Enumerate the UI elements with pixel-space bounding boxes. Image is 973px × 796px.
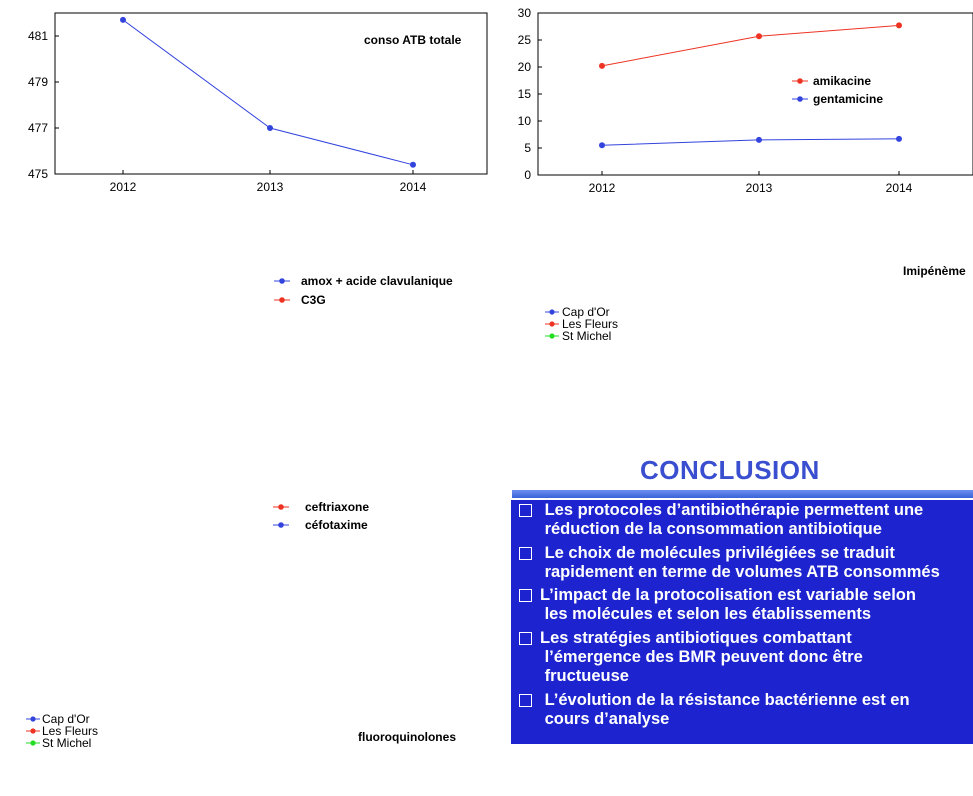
legend-label-ceftriaxone: ceftriaxone — [305, 500, 369, 514]
data-point — [120, 16, 126, 23]
conclusion-divider — [512, 490, 973, 498]
conclusion-panel: Les protocoles d’antibiothérapie permett… — [511, 500, 973, 744]
legend: amox + acide clavulanique C3G — [274, 274, 453, 307]
legend-label-les-fleurs: Les Fleurs — [42, 724, 98, 738]
data-point — [756, 136, 762, 143]
plot-frame — [54, 12, 488, 175]
legend-label-cefotaxime: céfotaxime — [305, 518, 368, 532]
conclusion-bullet: Les protocoles d’antibiothérapie permett… — [517, 501, 973, 540]
plot-area: 475 477 479 481 2012 2013 2014 — [28, 12, 488, 194]
data-point — [896, 22, 902, 29]
y-tick-label: 30 — [518, 6, 532, 20]
y-tick-label: 5 — [524, 141, 531, 155]
y-tick-label: 15 — [518, 87, 532, 101]
legend: ceftriaxone céfotaxime — [273, 500, 369, 532]
x-tick-label: 2014 — [400, 180, 427, 194]
checkbox-bullet-icon — [519, 504, 532, 517]
y-tick-label: 10 — [518, 114, 532, 128]
legend: Cap d'Or Les Fleurs St Michel — [26, 712, 98, 750]
x-tick-label: 2012 — [589, 181, 616, 195]
annotation-fluoroquinolones: fluoroquinolones — [358, 730, 456, 744]
x-tick-label: 2013 — [257, 180, 284, 194]
data-point — [599, 62, 605, 69]
legend-label-c3g: C3G — [301, 293, 326, 307]
conclusion-bullet: L’impact de la protocolisation est varia… — [517, 586, 973, 625]
conclusion-bullet: Les stratégies antibiotiques combattant … — [517, 629, 973, 687]
series-line — [601, 138, 900, 146]
chart-imipeneme: 0123456201220132014 Imipénème Cap d'Or L… — [545, 264, 966, 343]
annotation-conso-atb-totale: conso ATB totale — [364, 33, 462, 47]
legend-label-st-michel: St Michel — [42, 736, 91, 750]
y-tick-label: 481 — [28, 29, 48, 43]
legend-label-gentamicine: gentamicine — [813, 92, 883, 106]
checkbox-bullet-icon — [519, 546, 532, 560]
checkbox-bullet-icon — [519, 631, 532, 645]
legend-label-les-fleurs: Les Fleurs — [562, 317, 618, 331]
chart-amox-c3g: 2060100140180220201220132014 amox + acid… — [274, 274, 453, 307]
plot-area: 0 5 10 15 20 25 30 2012 2013 2014 — [518, 6, 973, 195]
legend-label-cap-dor: Cap d'Or — [562, 305, 610, 319]
checkbox-bullet-icon — [519, 693, 532, 707]
data-point — [599, 142, 605, 149]
legend-label-amox: amox + acide clavulanique — [301, 274, 453, 288]
x-tick-label: 2012 — [110, 180, 137, 194]
y-tick-label: 475 — [28, 167, 48, 181]
legend: Cap d'Or Les Fleurs St Michel — [545, 305, 618, 343]
y-tick-label: 25 — [518, 33, 532, 47]
checkbox-bullet-icon — [519, 589, 532, 603]
data-point — [896, 135, 902, 142]
x-tick-label: 2013 — [746, 181, 773, 195]
y-tick-label: 477 — [28, 121, 48, 135]
conclusion-title: CONCLUSION — [640, 455, 820, 485]
chart-ceftriaxone-cefotaxime: 0102030201220132014 ceftriaxone céfotaxi… — [273, 500, 369, 532]
chart-aminosides: 0 5 10 15 20 25 30 2012 2013 2014 amikacine genta… — [518, 6, 973, 195]
conclusion-bullet: L’évolution de la résistance bactérienne… — [517, 691, 973, 730]
annotation-imipeneme: Imipénème — [903, 264, 966, 278]
chart-conso-atb-totale: 475 477 479 481 2012 2013 2014 conso ATB total… — [28, 12, 488, 194]
chart-fluoroquinolones: 020406080100201220132014 fluoroquinolone… — [26, 712, 456, 750]
data-point — [410, 161, 416, 168]
legend-label-amikacine: amikacine — [813, 74, 871, 88]
legend: amikacine gentamicine — [792, 74, 883, 106]
data-point — [267, 125, 273, 131]
data-point — [756, 33, 762, 40]
series-line — [601, 24, 900, 67]
legend-label-cap-dor: Cap d'Or — [42, 712, 90, 726]
x-tick-label: 2014 — [886, 181, 913, 195]
legend-label-st-michel: St Michel — [562, 329, 611, 343]
y-tick-label: 20 — [518, 60, 532, 74]
y-tick-label: 479 — [28, 75, 48, 89]
y-tick-label: 0 — [524, 168, 531, 182]
conclusion-bullet: Le choix de molécules privilégiées se tr… — [517, 544, 973, 583]
